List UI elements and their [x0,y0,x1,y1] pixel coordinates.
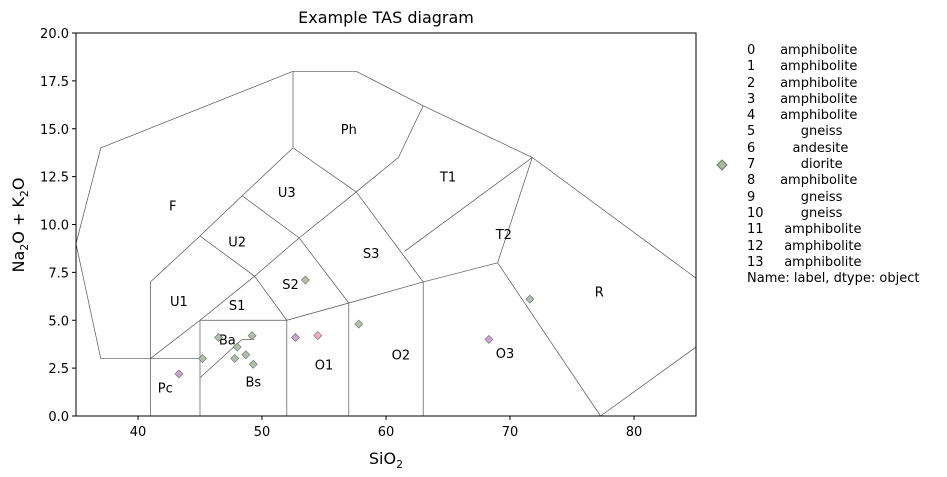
field-boundary-line [404,157,533,252]
field-label-u3: U3 [278,186,296,201]
data-point [313,331,323,340]
legend-line: 2 amphibolite [747,75,858,91]
field-boundary-line [423,262,498,283]
data-point [354,319,364,329]
field-boundary-line [348,281,424,304]
field-boundary-line [254,237,300,277]
data-point [198,354,207,363]
x-axis: 40 50 60 70 80 [130,416,643,440]
legend-line: 7 diorite [747,157,843,173]
legend-line: 3 amphibolite [747,91,858,107]
field-boundary-line [75,147,102,244]
y-tick-label: 12.5 [40,171,69,186]
data-point [525,294,535,304]
field-boundary-line [100,70,294,149]
x-tick-label: 50 [254,425,271,440]
data-point [230,354,240,363]
data-point [300,275,310,285]
field-boundary-line [356,70,424,107]
field-boundary-line [286,302,349,321]
field-label-o3: O3 [496,347,515,362]
legend-line: Name: label, dtype: object [747,271,920,287]
field-boundary-line [355,191,424,283]
field-boundary-line [199,235,255,277]
legend-line: 9 gneiss [747,189,843,205]
y-tick-label: 10.0 [40,219,69,234]
y-tick-label: 17.5 [40,75,69,90]
y-tick-label: 5.0 [48,314,69,329]
field-boundary-line [600,346,697,417]
field-label-pc: Pc [158,381,173,396]
legend-line: 10 gneiss [747,205,843,221]
field-label-o2: O2 [392,349,411,364]
field-label-ba: Ba [219,333,236,348]
field-boundary-line [298,237,350,304]
field-boundary-line [241,147,294,197]
field-label-s1: S1 [229,299,246,314]
field-label-u2: U2 [228,236,246,251]
x-tick-label: 70 [502,425,519,440]
field-boundary-line [398,105,424,158]
y-tick-label: 0.0 [48,410,69,425]
field-boundary-line [75,243,102,359]
field-labels: F Ph U3 T1 U2 T2 S3 S2 U1 S1 R Ba O2 O3 O1 Pc Bs [158,123,604,397]
field-label-r: R [595,286,604,301]
field-label-s2: S2 [282,278,299,293]
field-boundary-line [199,195,243,237]
field-boundaries [75,70,697,417]
field-label-s3: S3 [363,247,380,262]
field-boundary-line [298,191,357,239]
field-boundary-line [423,105,533,158]
chart-title: Example TAS diagram [298,8,474,27]
x-tick-label: 60 [378,425,395,440]
legend-line: 12 amphibolite [747,238,862,254]
data-point [232,342,242,352]
field-label-f: F [169,199,176,214]
legend-line: 11 amphibolite [747,222,862,238]
legend-line: 8 amphibolite [747,173,858,189]
field-boundary-line [497,157,533,263]
field-label-t1: T1 [439,171,456,186]
x-tick-label: 40 [130,425,147,440]
x-tick-label: 80 [626,425,643,440]
y-tick-label: 7.5 [48,266,69,281]
data-point [214,333,224,342]
data-point [174,369,184,379]
y-tick-label: 20.0 [40,27,69,42]
field-boundary-line [254,275,288,321]
data-point [291,333,300,342]
legend-line: 6 andesite [747,140,849,156]
field-label-t2: T2 [495,228,512,243]
y-tick-label: 15.0 [40,123,69,138]
legend-line: 4 amphibolite [747,108,858,124]
field-boundary-line [356,157,399,193]
field-label-bs: Bs [245,376,261,391]
data-points [174,275,535,379]
data-point [248,359,258,369]
legend-line: 0 amphibolite [747,43,858,58]
x-axis-label: SiO2 [369,449,403,471]
data-point [484,334,494,344]
legend-line: 5 gneiss [747,124,843,140]
legend-text: 0 amphibolite 1 amphibolite 2 amphibolite 3… [747,43,919,287]
field-label-o1: O1 [315,358,334,373]
y-axis: 0.0 2.5 5.0 7.5 10.0 12.5 15.0 17.5 20.0 [40,27,76,425]
field-boundary-line [150,235,201,283]
field-label-ph: Ph [341,123,357,138]
field-boundary-line [292,147,357,193]
data-point [247,331,257,340]
field-boundary-line [199,275,255,321]
field-label-u1: U1 [170,295,188,310]
field-boundary-line [241,195,300,239]
field-boundary-line [532,157,697,279]
legend-line: 13 amphibolite [747,254,862,270]
field-boundary-line [150,319,201,359]
y-axis-label: Na2O + K2O [9,177,31,272]
legend-line: 1 amphibolite [747,59,858,75]
y-tick-label: 2.5 [48,362,69,377]
data-point [241,350,251,360]
field-boundary-line [497,262,601,417]
